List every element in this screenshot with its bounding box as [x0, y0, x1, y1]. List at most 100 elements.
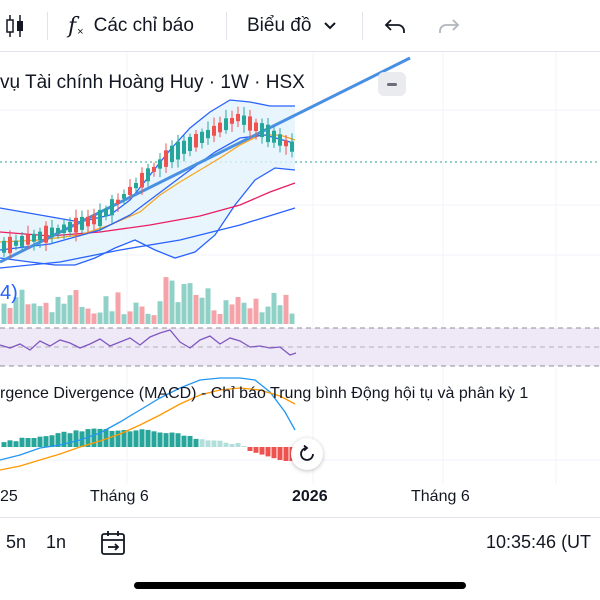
indicators-button[interactable]: f × Các chỉ báo [68, 0, 194, 52]
volume-bar [91, 313, 97, 324]
macd-histogram-bar [145, 429, 151, 447]
candle-body [80, 216, 84, 230]
volume-bar [229, 304, 235, 324]
candle-body [182, 140, 186, 154]
macd-histogram-bar [151, 431, 157, 447]
candle-body [44, 225, 48, 243]
macd-histogram-bar [133, 430, 139, 447]
volume-bar [7, 308, 13, 324]
candle-body [272, 130, 276, 143]
candle-body [212, 125, 216, 136]
macd-histogram-bar [217, 440, 223, 447]
volume-bar [241, 302, 247, 324]
candle-body [158, 159, 162, 169]
macd-line [0, 377, 296, 461]
volume-bar [43, 302, 49, 324]
volume-bar [49, 312, 55, 324]
volume-bar [283, 294, 289, 324]
macd-histogram-bar [139, 429, 145, 447]
volume-bar [55, 296, 61, 324]
macd-histogram-bar [85, 429, 91, 447]
volume-bar [1, 303, 7, 324]
undo-icon [384, 19, 405, 33]
indicators-label: Các chỉ báo [93, 15, 194, 36]
macd-histogram-bar [73, 430, 79, 447]
chart-canvas[interactable]: vụ Tài chính Hoàng Huy · 1W · HSX 4) rge… [0, 52, 600, 512]
macd-histogram-bar [115, 430, 121, 447]
interval-1n-button[interactable]: 1n [46, 532, 67, 552]
macd-legend: rgence Divergence (MACD) - Chỉ báo Trung… [0, 385, 529, 402]
macd-histogram [1, 428, 295, 461]
time-label: Tháng 6 [411, 488, 470, 505]
bollinger-lower [0, 167, 296, 266]
macd-histogram-bar [43, 436, 49, 447]
macd-histogram-bar [265, 447, 271, 457]
macd-histogram-bar [283, 447, 289, 461]
macd-histogram-bar [61, 431, 67, 447]
price-chart [0, 52, 600, 484]
macd-histogram-bar [103, 429, 109, 447]
macd-histogram-bar [271, 447, 277, 459]
go-to-date-button[interactable] [100, 530, 128, 561]
macd-histogram-bar [91, 428, 97, 447]
top-toolbar: f × Các chỉ báo Biểu đồ [0, 0, 600, 52]
candle-body [254, 122, 258, 132]
volume-bar [31, 303, 37, 324]
macd-histogram-bar [121, 430, 127, 447]
interval-5n-button[interactable]: 5n [6, 532, 27, 552]
candle-body [14, 240, 18, 246]
volume-bar [193, 294, 199, 324]
volume-bar [13, 297, 19, 324]
macd-histogram-bar [7, 440, 13, 447]
undo-button[interactable] [384, 0, 406, 52]
bottom-bar: 5n 1n 10:35:46 (UT [0, 517, 600, 572]
volume-bar [259, 312, 265, 324]
redo-button[interactable] [438, 0, 460, 52]
macd-histogram-bar [49, 435, 55, 447]
volume-bar [205, 288, 211, 324]
candle-body [128, 186, 132, 196]
candle-body [56, 227, 60, 234]
volume-bar [115, 292, 121, 324]
candle-body [248, 116, 252, 131]
macd-histogram-bar [127, 431, 133, 447]
macd-histogram-bar [25, 438, 31, 447]
reset-icon [300, 445, 314, 461]
candle-body [266, 124, 270, 143]
candle-body [32, 233, 36, 242]
clock-display[interactable]: 10:35:46 (UT [486, 532, 592, 552]
candle-body [122, 194, 126, 199]
function-x-icon: × [77, 26, 84, 38]
collapse-legend-button[interactable] [378, 72, 406, 96]
volume-bar [181, 284, 187, 324]
macd-histogram-bar [13, 441, 19, 447]
macd-histogram-bar [241, 445, 247, 447]
macd-histogram-bar [235, 443, 241, 447]
candlestick-series [2, 106, 294, 259]
macd-histogram-bar [277, 447, 283, 460]
candle-body [140, 172, 144, 188]
time-label: 2026 [292, 488, 328, 505]
volume-bar [67, 295, 73, 324]
volume-bar [211, 310, 217, 324]
macd-histogram-bar [1, 442, 7, 447]
volume-series [1, 277, 295, 324]
chart-title: vụ Tài chính Hoàng Huy · 1W · HSX [0, 72, 305, 93]
macd-histogram-bar [181, 435, 187, 447]
candle-body [146, 168, 150, 182]
toolbar-divider [362, 12, 363, 40]
macd-histogram-bar [55, 433, 61, 447]
reset-chart-button[interactable] [291, 438, 323, 470]
volume-bar [187, 283, 193, 324]
volume-legend: 4) [0, 282, 18, 304]
candle-body [188, 136, 192, 152]
volume-bar [247, 308, 253, 324]
volume-bar [133, 302, 139, 324]
chart-type-dropdown[interactable]: Biểu đồ [247, 0, 337, 52]
volume-bar [79, 306, 85, 324]
minus-icon [387, 82, 397, 86]
candle-body [134, 182, 138, 189]
volume-bar [271, 292, 277, 324]
rsi-line [0, 329, 297, 356]
candlestick-icon[interactable] [4, 0, 26, 52]
